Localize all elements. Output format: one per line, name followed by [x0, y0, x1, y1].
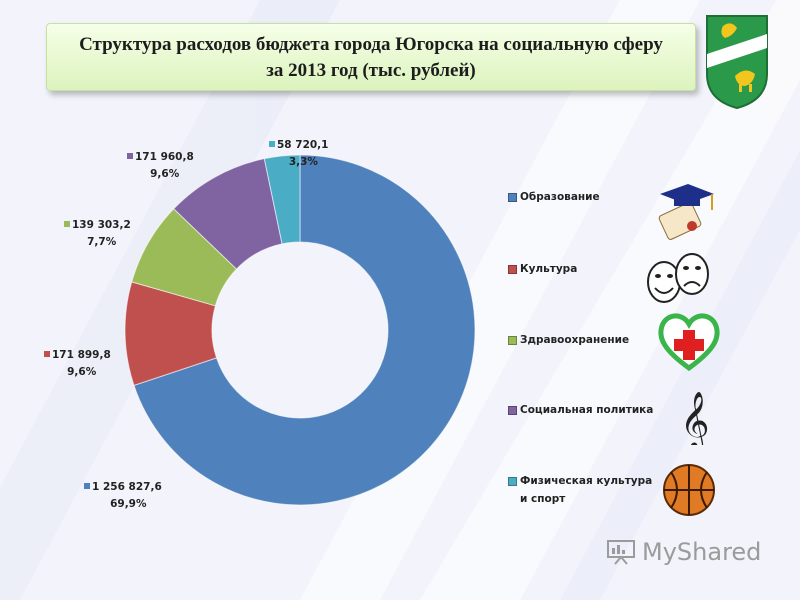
legend-swatch — [508, 406, 517, 415]
data-label-swatch-sport — [269, 141, 275, 147]
watermark: MyShared — [606, 538, 761, 566]
legend-label: Здравоохранение — [520, 334, 630, 346]
chart-title-line2: за 2013 год (тыс. рублей) — [266, 60, 476, 81]
value-label-sport: 58 720,1 — [277, 139, 328, 151]
legend-label: Социальная политика — [520, 404, 654, 416]
city-emblem-icon — [706, 15, 768, 110]
legend: Образование Культура Здравоохранение Соц… — [508, 180, 668, 530]
graduation-cap-diploma-icon — [658, 184, 714, 240]
percent-label-healthcare: 7,7% — [87, 236, 117, 248]
data-label-swatch-healthcare — [64, 221, 70, 227]
slice-sport — [263, 154, 301, 245]
presentation-board-icon — [607, 540, 635, 565]
treble-clef-icon: 𝄞 — [680, 391, 710, 445]
percent-label-education: 69,9% — [110, 498, 147, 510]
legend-swatch — [508, 193, 517, 202]
legend-item-social-policy: Социальная политика — [508, 401, 658, 419]
chart-title: Структура расходов бюджета города Югорск… — [46, 23, 696, 91]
legend-item-education: Образование — [508, 188, 658, 206]
data-label-swatch-culture — [44, 351, 50, 357]
value-label-education: 1 256 827,6 — [92, 481, 162, 493]
slice-education — [133, 154, 476, 506]
value-label-culture: 171 899,8 — [52, 349, 111, 361]
percent-label-social-policy: 9,6% — [150, 168, 180, 180]
legend-swatch — [508, 477, 517, 486]
legend-label: Физическая культура и спорт — [520, 475, 653, 505]
heart-red-cross-icon — [658, 313, 720, 372]
svg-text:𝄞: 𝄞 — [680, 391, 710, 445]
legend-swatch — [508, 336, 517, 345]
legend-item-healthcare: Здравоохранение — [508, 331, 658, 349]
theater-masks-icon — [647, 253, 709, 303]
watermark-text: MyShared — [642, 538, 762, 566]
legend-item-sport: Физическая культура и спорт — [508, 472, 658, 508]
data-label-swatch-education — [84, 483, 90, 489]
legend-label: Образование — [520, 191, 600, 203]
legend-label: Культура — [520, 263, 578, 275]
data-label-swatch-social-policy — [127, 153, 133, 159]
value-label-social-policy: 171 960,8 — [135, 151, 194, 163]
legend-item-culture: Культура — [508, 260, 658, 278]
percent-label-culture: 9,6% — [67, 366, 97, 378]
value-label-healthcare: 139 303,2 — [72, 219, 131, 231]
legend-swatch — [508, 265, 517, 274]
chart-title-line1: Структура расходов бюджета города Югорск… — [79, 34, 663, 55]
basketball-icon — [663, 464, 715, 516]
percent-label-sport: 3,3% — [289, 156, 319, 168]
